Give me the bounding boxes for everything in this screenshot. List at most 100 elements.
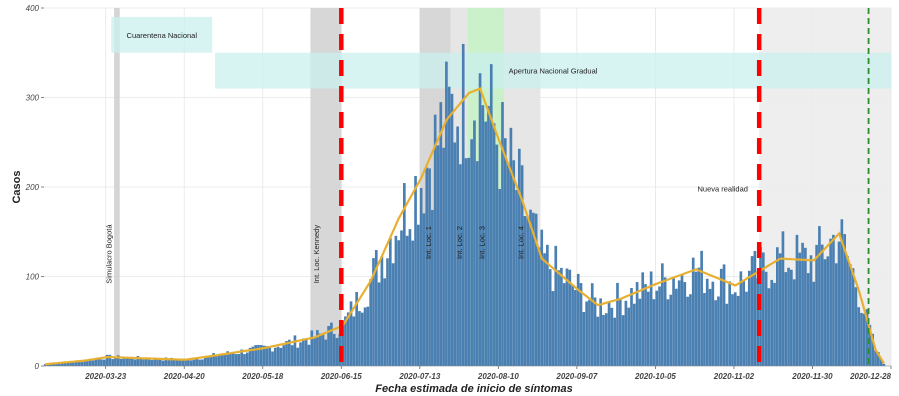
- case-bar: [108, 354, 112, 366]
- case-bar: [459, 164, 462, 366]
- case-bar: [105, 354, 109, 366]
- case-bar: [156, 359, 159, 366]
- case-bar: [349, 301, 353, 366]
- case-bar: [697, 267, 701, 366]
- case-bar: [655, 290, 659, 366]
- case-bar: [170, 357, 173, 366]
- case-bar: [874, 350, 877, 366]
- case-bar: [658, 286, 661, 366]
- case-bar: [546, 244, 549, 366]
- case-bar: [142, 359, 145, 366]
- x-tick-label: 2020-07-13: [398, 372, 440, 381]
- case-bar: [509, 127, 513, 366]
- case-bar: [616, 282, 619, 366]
- case-bar: [240, 349, 243, 366]
- x-tick-label: 2020-03-23: [84, 372, 126, 381]
- case-bar: [492, 123, 496, 366]
- case-bar: [147, 359, 151, 366]
- case-bar: [321, 334, 325, 366]
- y-tick-label: 400: [26, 4, 40, 13]
- case-bar: [453, 142, 457, 366]
- case-bar: [618, 298, 622, 366]
- x-tick-label: 2020-10-05: [634, 372, 676, 381]
- case-bar: [610, 307, 614, 366]
- case-bar: [470, 139, 473, 366]
- case-bar: [506, 164, 510, 366]
- case-bar: [231, 353, 235, 366]
- case-bar: [111, 359, 114, 366]
- case-bar: [366, 306, 370, 366]
- case-bar: [498, 188, 502, 366]
- case-bar: [285, 341, 288, 366]
- annotation-label: Nueva realidad: [697, 184, 747, 193]
- case-bar: [102, 359, 106, 366]
- case-bar: [397, 240, 401, 366]
- case-bar: [346, 312, 350, 366]
- case-bar: [125, 357, 128, 366]
- case-bar: [332, 333, 336, 366]
- case-bar: [689, 294, 692, 366]
- case-bar: [268, 346, 272, 366]
- x-tick-label: 2020-12-28: [849, 372, 891, 381]
- case-bar: [419, 188, 423, 366]
- case-bar: [481, 105, 485, 366]
- case-bar: [217, 355, 221, 366]
- case-bar: [565, 268, 569, 366]
- case-bar: [234, 354, 238, 366]
- case-bar: [725, 303, 729, 366]
- case-bar: [644, 284, 647, 366]
- case-bars: [44, 43, 886, 367]
- case-bar: [857, 307, 861, 366]
- case-bar: [58, 362, 61, 366]
- case-bar: [360, 312, 364, 366]
- case-bar: [826, 256, 830, 366]
- case-bar: [823, 259, 827, 366]
- case-bar: [520, 165, 524, 366]
- x-tick-label: 2020-05-18: [241, 372, 283, 381]
- case-bar: [341, 321, 344, 366]
- annotations: Cuarentena Nacional Apertura Nacional Gra…: [104, 31, 748, 284]
- case-bar: [728, 281, 731, 366]
- case-bar: [860, 312, 863, 366]
- case-bar: [540, 229, 544, 366]
- case-bar: [534, 213, 538, 366]
- case-bar: [55, 363, 58, 366]
- case-bar: [551, 291, 555, 366]
- case-bar: [436, 145, 440, 366]
- case-bar: [467, 157, 471, 366]
- case-bar: [526, 217, 530, 366]
- case-bar: [88, 359, 92, 366]
- annotation-label: Int. Loc. 1: [424, 226, 433, 259]
- case-bar: [380, 256, 384, 366]
- case-bar: [251, 346, 255, 366]
- case-bar: [302, 338, 305, 366]
- case-bar: [187, 358, 190, 366]
- case-bar: [439, 102, 443, 366]
- case-bar: [543, 253, 546, 366]
- case-bar: [116, 355, 120, 366]
- case-bar: [815, 244, 818, 366]
- case-bar: [220, 354, 224, 366]
- case-bar: [574, 289, 577, 366]
- case-bar: [487, 105, 490, 366]
- annotation-label: Int. Loc. 4: [517, 226, 526, 259]
- case-bar: [846, 256, 849, 366]
- case-bar: [882, 363, 886, 366]
- policy-bands: [111, 16, 892, 89]
- case-bar: [705, 278, 709, 366]
- case-bar: [632, 303, 636, 366]
- x-axis-title: Fecha estimada de inicio de síntomas: [375, 383, 572, 395]
- case-bar: [122, 358, 126, 366]
- case-bar: [422, 213, 426, 366]
- case-bar: [753, 250, 757, 366]
- case-bar: [820, 244, 824, 366]
- case-bar: [475, 161, 479, 366]
- case-bar: [369, 279, 373, 366]
- case-bar: [69, 362, 72, 366]
- case-bar: [879, 359, 883, 366]
- case-bar: [276, 346, 280, 366]
- case-bar: [167, 360, 171, 366]
- case-bar: [405, 235, 409, 366]
- annotation-label: Int. Loc. 3: [477, 226, 486, 259]
- case-bar: [97, 358, 100, 366]
